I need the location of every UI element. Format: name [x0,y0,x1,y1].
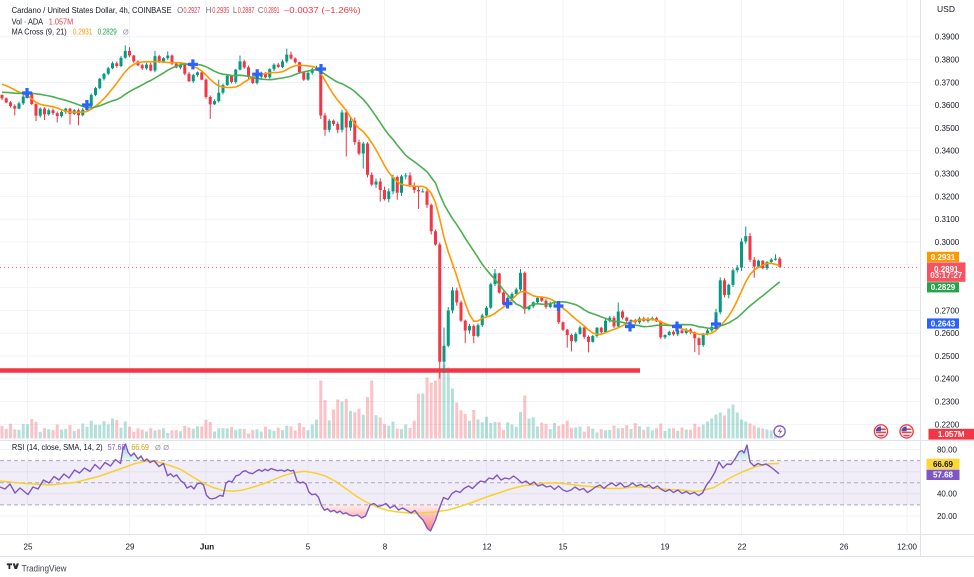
svg-text:0.2931: 0.2931 [931,253,956,262]
svg-text:Ø: Ø [123,27,129,36]
svg-text:0.2927: 0.2927 [184,6,201,15]
svg-text:0.2829: 0.2829 [931,283,956,292]
svg-text:25: 25 [24,542,33,551]
svg-text:40.00: 40.00 [937,490,958,499]
svg-text:0.3500: 0.3500 [935,124,960,133]
svg-text:80.00: 80.00 [937,445,958,454]
svg-text:0.3100: 0.3100 [935,215,960,224]
svg-text:0.3900: 0.3900 [935,33,960,42]
svg-text:0.2600: 0.2600 [935,329,960,338]
svg-text:20.00: 20.00 [937,512,958,521]
svg-text:RSI (14, close, SMA, 14, 2): RSI (14, close, SMA, 14, 2) [12,443,103,452]
svg-text:O: O [177,6,183,15]
svg-text:0.3700: 0.3700 [935,78,960,87]
svg-text:0.3000: 0.3000 [935,238,960,247]
svg-text:0.2935: 0.2935 [212,6,230,15]
svg-text:Ø: Ø [163,443,169,452]
svg-text:0.2200: 0.2200 [935,420,960,429]
svg-text:8: 8 [383,542,388,551]
svg-text:H: H [206,6,212,15]
svg-text:0.2887: 0.2887 [238,6,255,15]
svg-text:03:17:27: 03:17:27 [930,271,963,280]
svg-text:12:00: 12:00 [897,542,918,551]
svg-text:12: 12 [483,542,492,551]
svg-text:57.68: 57.68 [933,471,954,480]
svg-text:1.057M: 1.057M [49,18,73,27]
svg-text:29: 29 [126,542,135,551]
svg-text:0.2829: 0.2829 [98,27,117,36]
svg-text:0.2400: 0.2400 [935,375,960,384]
svg-text:Cardano / United States Dollar: Cardano / United States Dollar, 4h, COIN… [12,6,172,15]
svg-text:TradingView: TradingView [22,563,67,573]
svg-text:0.2931: 0.2931 [73,27,93,36]
svg-text:5: 5 [306,542,311,551]
svg-text:26: 26 [840,542,849,551]
svg-text:Ø: Ø [155,443,161,452]
svg-text:1.057M: 1.057M [938,430,965,439]
svg-text:0.2891: 0.2891 [934,265,959,274]
svg-text:Vol · ADA: Vol · ADA [12,18,44,27]
svg-text:19: 19 [661,542,670,551]
svg-text:0.3300: 0.3300 [935,170,960,179]
svg-text:0.2643: 0.2643 [931,319,956,328]
svg-text:66.69: 66.69 [131,443,149,452]
svg-text:0.3400: 0.3400 [935,147,960,156]
svg-text:57.68: 57.68 [108,443,126,452]
svg-text:MA Cross (9, 21): MA Cross (9, 21) [12,27,67,36]
svg-text:0.2891: 0.2891 [264,6,279,15]
svg-text:−0.0037 (−1.26%): −0.0037 (−1.26%) [284,6,361,15]
svg-text:USD: USD [937,4,955,14]
svg-text:C: C [258,6,264,15]
svg-text:15: 15 [559,542,568,551]
svg-text:0.2500: 0.2500 [935,352,960,361]
svg-text:L: L [233,6,238,15]
svg-text:0.3600: 0.3600 [935,101,960,110]
svg-text:0.2700: 0.2700 [935,306,960,315]
svg-text:0.3200: 0.3200 [935,192,960,201]
svg-text:Jun: Jun [200,542,214,551]
svg-text:22: 22 [738,542,747,551]
svg-text:66.69: 66.69 [933,460,954,469]
svg-text:0.3800: 0.3800 [935,56,960,65]
svg-text:0.2300: 0.2300 [935,398,960,407]
